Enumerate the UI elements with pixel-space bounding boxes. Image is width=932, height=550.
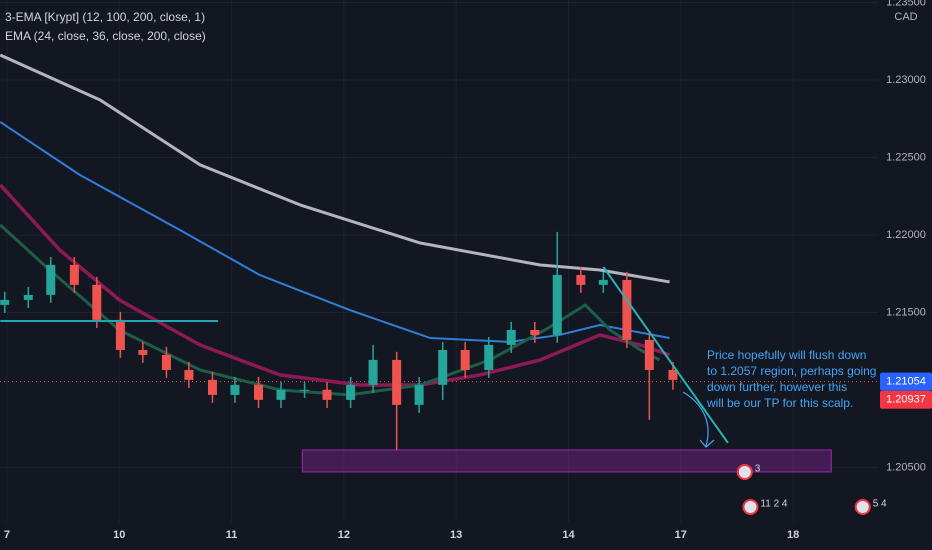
event-icon [854, 499, 871, 515]
y-tick-label: 1.23000 [886, 74, 926, 86]
annotation: will be our TP for this scalp. [706, 396, 853, 410]
price-label-bg [880, 372, 932, 391]
event-icon [736, 464, 753, 480]
candle-body [552, 274, 562, 335]
candle-body [346, 384, 356, 400]
candle-body [23, 294, 33, 300]
candle-body [46, 264, 56, 295]
trend-line [602, 266, 729, 444]
y-tick-label: 1.21500 [886, 306, 926, 318]
target-zone [301, 449, 832, 473]
event-label: 3 [755, 464, 761, 475]
x-tick-label: 11 [226, 529, 238, 541]
candle-body [530, 329, 540, 335]
x-tick-label: 14 [562, 529, 575, 541]
candle-body [460, 349, 470, 370]
x-tick-label: 18 [787, 529, 799, 541]
candle-body [484, 344, 494, 370]
candle-body [92, 284, 102, 320]
candle-body [276, 389, 286, 400]
candle-body [438, 349, 448, 385]
candle-body [644, 339, 654, 370]
legend-entry: EMA (24, close, 36, close, 200, close) [5, 29, 206, 43]
candle-body [576, 274, 586, 285]
candle-body [506, 329, 516, 345]
price-label: 1.21054 [886, 375, 926, 387]
price-label: 1.20937 [886, 394, 926, 406]
candle-body [207, 379, 217, 395]
candle-body [300, 389, 310, 391]
ema-line [0, 53, 670, 284]
ema-line [0, 183, 671, 387]
event-label: 11 2 4 [760, 499, 787, 510]
candle-body [622, 279, 632, 340]
annotation: down further, however this [707, 380, 847, 394]
annotation: Price hopefully will flush down [707, 348, 866, 362]
event-label: 5 4 [873, 499, 887, 510]
candle-body [668, 369, 678, 380]
x-tick-label: 17 [675, 529, 687, 541]
x-tick-label: 12 [338, 529, 350, 541]
y-tick-label: 1.22500 [886, 151, 926, 163]
event-icon [742, 499, 759, 515]
y-tick-label: 1.20500 [886, 461, 926, 473]
price-axis [878, 0, 932, 550]
x-tick-label: 13 [450, 529, 462, 541]
candle-body [598, 279, 608, 285]
candle-body [368, 359, 378, 385]
candle-body [254, 384, 264, 400]
candle-body [184, 369, 194, 380]
price-label-bg [880, 390, 932, 409]
y-tick-label: 1.23500 [886, 0, 926, 8]
candle-body [414, 384, 424, 405]
candle-body [230, 384, 240, 395]
candle-body [161, 354, 171, 370]
annotation: to 1.2057 region, perhaps going [707, 364, 876, 378]
candle-body [138, 349, 148, 355]
currency: CAD [894, 11, 917, 23]
plot [0, 0, 878, 522]
candle-body [322, 389, 332, 400]
ema-line [0, 121, 670, 343]
annotation-arrow [682, 391, 715, 448]
legend-entry: 3-EMA [Krypt] (12, 100, 200, close, 1) [5, 10, 205, 24]
y-tick-label: 1.22000 [886, 229, 926, 241]
x-tick-label: 7 [4, 529, 10, 541]
x-tick-label: 10 [113, 529, 125, 541]
candle-body [115, 319, 125, 350]
candle-body [0, 299, 10, 305]
candle-body [392, 359, 402, 405]
candle-body [69, 264, 79, 285]
